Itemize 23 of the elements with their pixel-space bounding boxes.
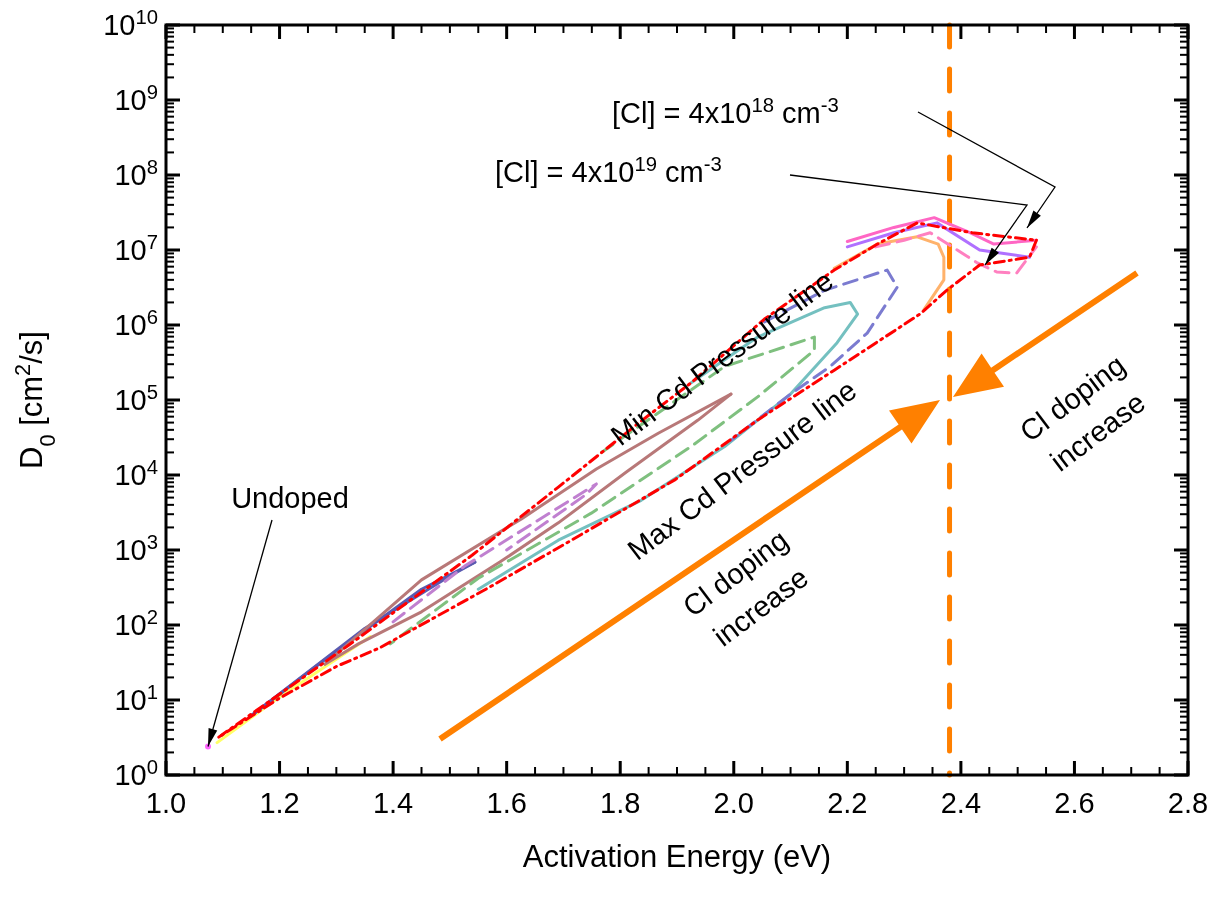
y-tick-label: 10$^{7}$ <box>114 231 158 266</box>
y-tick-label: 10$^{4}$ <box>114 456 158 491</box>
x-tick-label: 2.2 <box>827 787 868 819</box>
x-tick-label: 1.2 <box>259 787 300 819</box>
x-tick-label: 1.8 <box>600 787 641 819</box>
y-tick-label: 10$^{3}$ <box>114 531 158 566</box>
y-tick-label: 10$^{6}$ <box>114 306 158 341</box>
x-axis-title: Activation Energy (eV) <box>522 839 832 874</box>
x-tick-label: 1.4 <box>372 787 414 819</box>
y-tick-label: 10$^{10}$ <box>103 6 158 41</box>
y-tick-label: 10$^{1}$ <box>114 681 158 716</box>
x-tick-label: 2.0 <box>713 787 754 819</box>
x-tick-label: 2.8 <box>1167 787 1209 819</box>
annotation: [Cl] = 4x10$^{18}$ cm$^{-3}$ <box>612 94 839 129</box>
x-tick-label: 1.6 <box>486 787 527 819</box>
y-tick-label: 10$^{9}$ <box>114 81 158 116</box>
y-tick-label: 10$^{5}$ <box>114 381 158 416</box>
y-tick-label: 10$^{2}$ <box>114 606 158 641</box>
y-tick-label: 10$^{8}$ <box>114 156 158 191</box>
annotation: Undoped <box>231 482 349 514</box>
x-tick-label: 2.4 <box>940 787 982 819</box>
x-tick-label: 2.6 <box>1054 787 1095 819</box>
annotation: [Cl] = 4x10$^{19}$ cm$^{-3}$ <box>495 153 722 188</box>
